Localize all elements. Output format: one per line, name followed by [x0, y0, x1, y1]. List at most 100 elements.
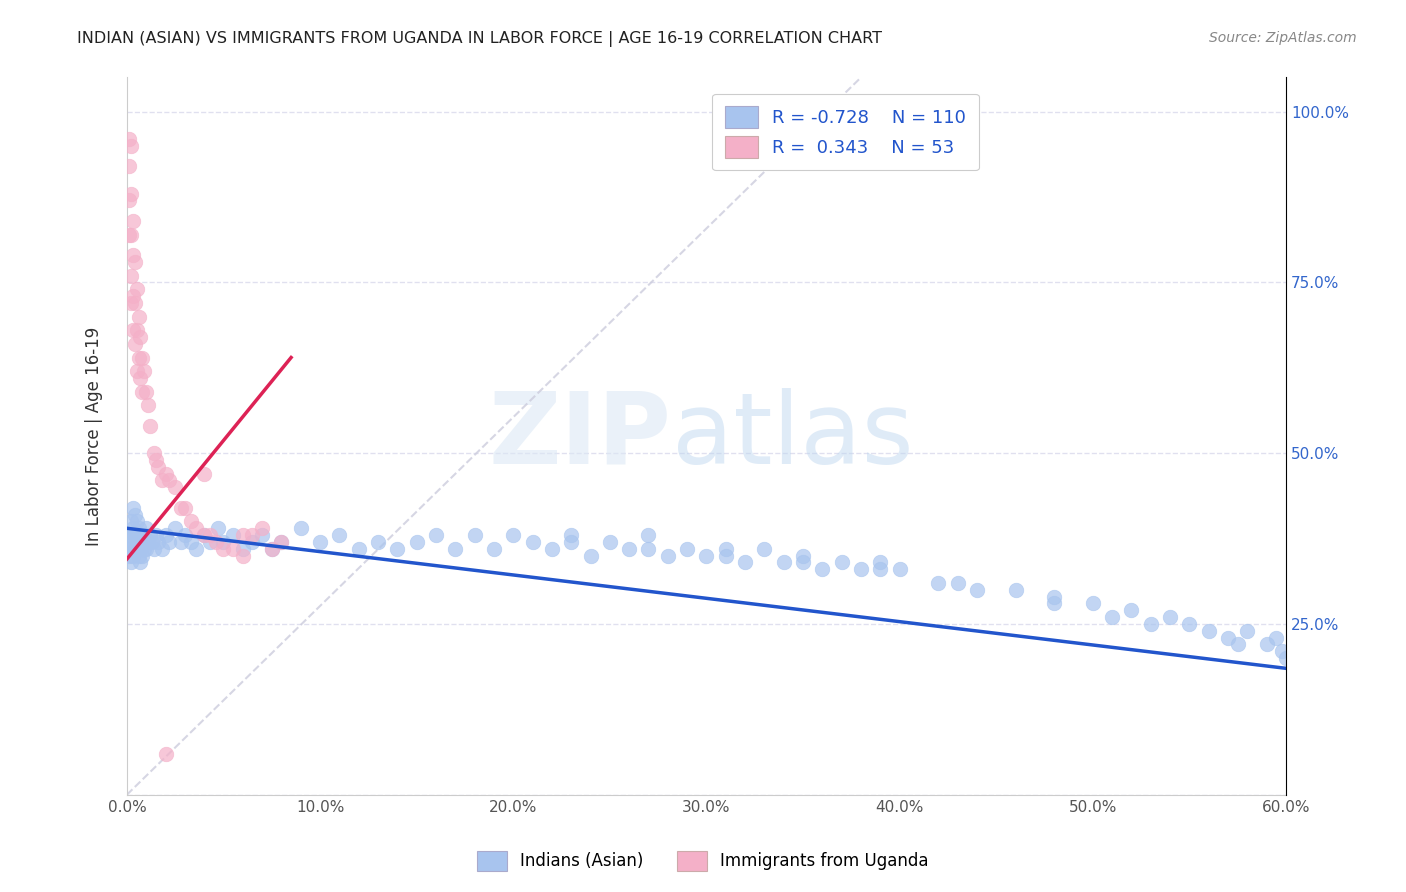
Point [1256, 637, 1278, 651]
Point [347, 541, 370, 556]
Point [367, 535, 389, 549]
Point [754, 541, 776, 556]
Point [869, 562, 891, 576]
Point [198, 528, 221, 542]
Point [155, 528, 177, 542]
Point [198, 535, 221, 549]
Point [579, 549, 602, 563]
Point [121, 248, 143, 262]
Point [889, 562, 911, 576]
Point [165, 480, 187, 494]
Point [150, 474, 173, 488]
Point [173, 528, 195, 542]
Point [1043, 590, 1066, 604]
Point [155, 747, 177, 761]
Point [124, 255, 146, 269]
Point [129, 541, 152, 556]
Point [560, 528, 582, 542]
Point [131, 535, 153, 549]
Point [125, 323, 148, 337]
Point [180, 515, 202, 529]
Point [966, 582, 988, 597]
Text: INDIAN (ASIAN) VS IMMIGRANTS FROM UGANDA IN LABOR FORCE | AGE 16-19 CORRELATION : INDIAN (ASIAN) VS IMMIGRANTS FROM UGANDA… [77, 31, 883, 47]
Point [125, 282, 148, 296]
Legend: Indians (Asian), Immigrants from Uganda: Indians (Asian), Immigrants from Uganda [468, 842, 938, 880]
Point [139, 418, 162, 433]
Point [186, 521, 208, 535]
Point [290, 521, 312, 535]
Point [222, 541, 245, 556]
Point [118, 227, 141, 242]
Point [120, 541, 142, 556]
Point [142, 541, 165, 556]
Point [124, 296, 146, 310]
Point [1004, 582, 1026, 597]
Point [125, 515, 148, 529]
Point [849, 562, 872, 576]
Point [120, 296, 142, 310]
Point [232, 528, 254, 542]
Point [129, 371, 152, 385]
Point [204, 535, 226, 549]
Point [1178, 616, 1201, 631]
Point [180, 535, 202, 549]
Point [1139, 616, 1161, 631]
Point [128, 549, 150, 563]
Point [124, 508, 146, 522]
Point [250, 528, 273, 542]
Point [1159, 610, 1181, 624]
Point [444, 541, 467, 556]
Point [502, 528, 524, 542]
Point [637, 541, 659, 556]
Point [1226, 637, 1249, 651]
Point [118, 541, 141, 556]
Point [946, 576, 969, 591]
Point [131, 549, 153, 563]
Point [121, 289, 143, 303]
Point [232, 549, 254, 563]
Point [136, 398, 159, 412]
Point [134, 528, 156, 542]
Point [617, 541, 640, 556]
Point [145, 528, 167, 542]
Point [193, 528, 215, 542]
Point [242, 535, 264, 549]
Point [120, 528, 142, 542]
Point [134, 364, 156, 378]
Point [118, 528, 141, 542]
Point [270, 535, 292, 549]
Point [328, 528, 350, 542]
Point [125, 528, 148, 542]
Point [124, 541, 146, 556]
Point [1216, 631, 1239, 645]
Point [120, 556, 142, 570]
Point [145, 453, 167, 467]
Point [222, 528, 245, 542]
Point [121, 521, 143, 535]
Point [139, 528, 162, 542]
Point [135, 521, 157, 535]
Point [124, 336, 146, 351]
Point [270, 535, 292, 549]
Point [129, 528, 152, 542]
Point [121, 500, 143, 515]
Point [309, 535, 332, 549]
Point [1121, 603, 1143, 617]
Point [118, 132, 141, 146]
Point [121, 323, 143, 337]
Point [260, 541, 283, 556]
Point [128, 351, 150, 365]
Point [170, 535, 193, 549]
Point [125, 364, 148, 378]
Point [155, 467, 177, 481]
Point [135, 541, 157, 556]
Point [207, 521, 229, 535]
Point [482, 541, 505, 556]
Point [124, 528, 146, 542]
Point [560, 535, 582, 549]
Point [131, 384, 153, 399]
Point [1236, 624, 1258, 638]
Point [157, 535, 180, 549]
Point [173, 500, 195, 515]
Point [792, 549, 814, 563]
